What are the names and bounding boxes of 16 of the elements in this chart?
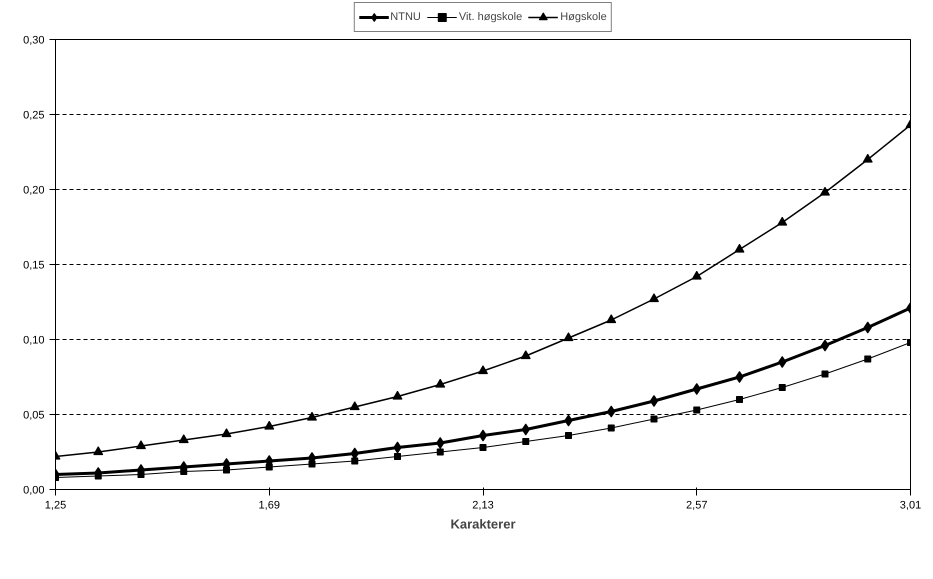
x-axis-title: Karakterer [450,516,516,532]
y-tick-label: 0,20 [23,184,45,196]
y-tick-label: 0,25 [23,110,45,122]
x-tick-label: 3,01 [900,500,922,512]
y-tick-label: 0,00 [23,484,45,496]
y-tick-label: 0,30 [23,34,45,46]
x-tick-label: 1,69 [258,500,280,512]
y-tick-label: 0,10 [23,334,45,346]
legend-label: Vit. høgskole [458,11,522,23]
legend-label: Høgskole [560,11,607,23]
x-tick-label: 2,57 [686,500,708,512]
y-tick-label: 0,15 [23,260,45,272]
legend-label: NTNU [390,11,421,23]
y-tick-label: 0,05 [23,410,45,422]
x-tick-label: 1,25 [44,500,66,512]
x-tick-label: 2,13 [472,500,494,512]
